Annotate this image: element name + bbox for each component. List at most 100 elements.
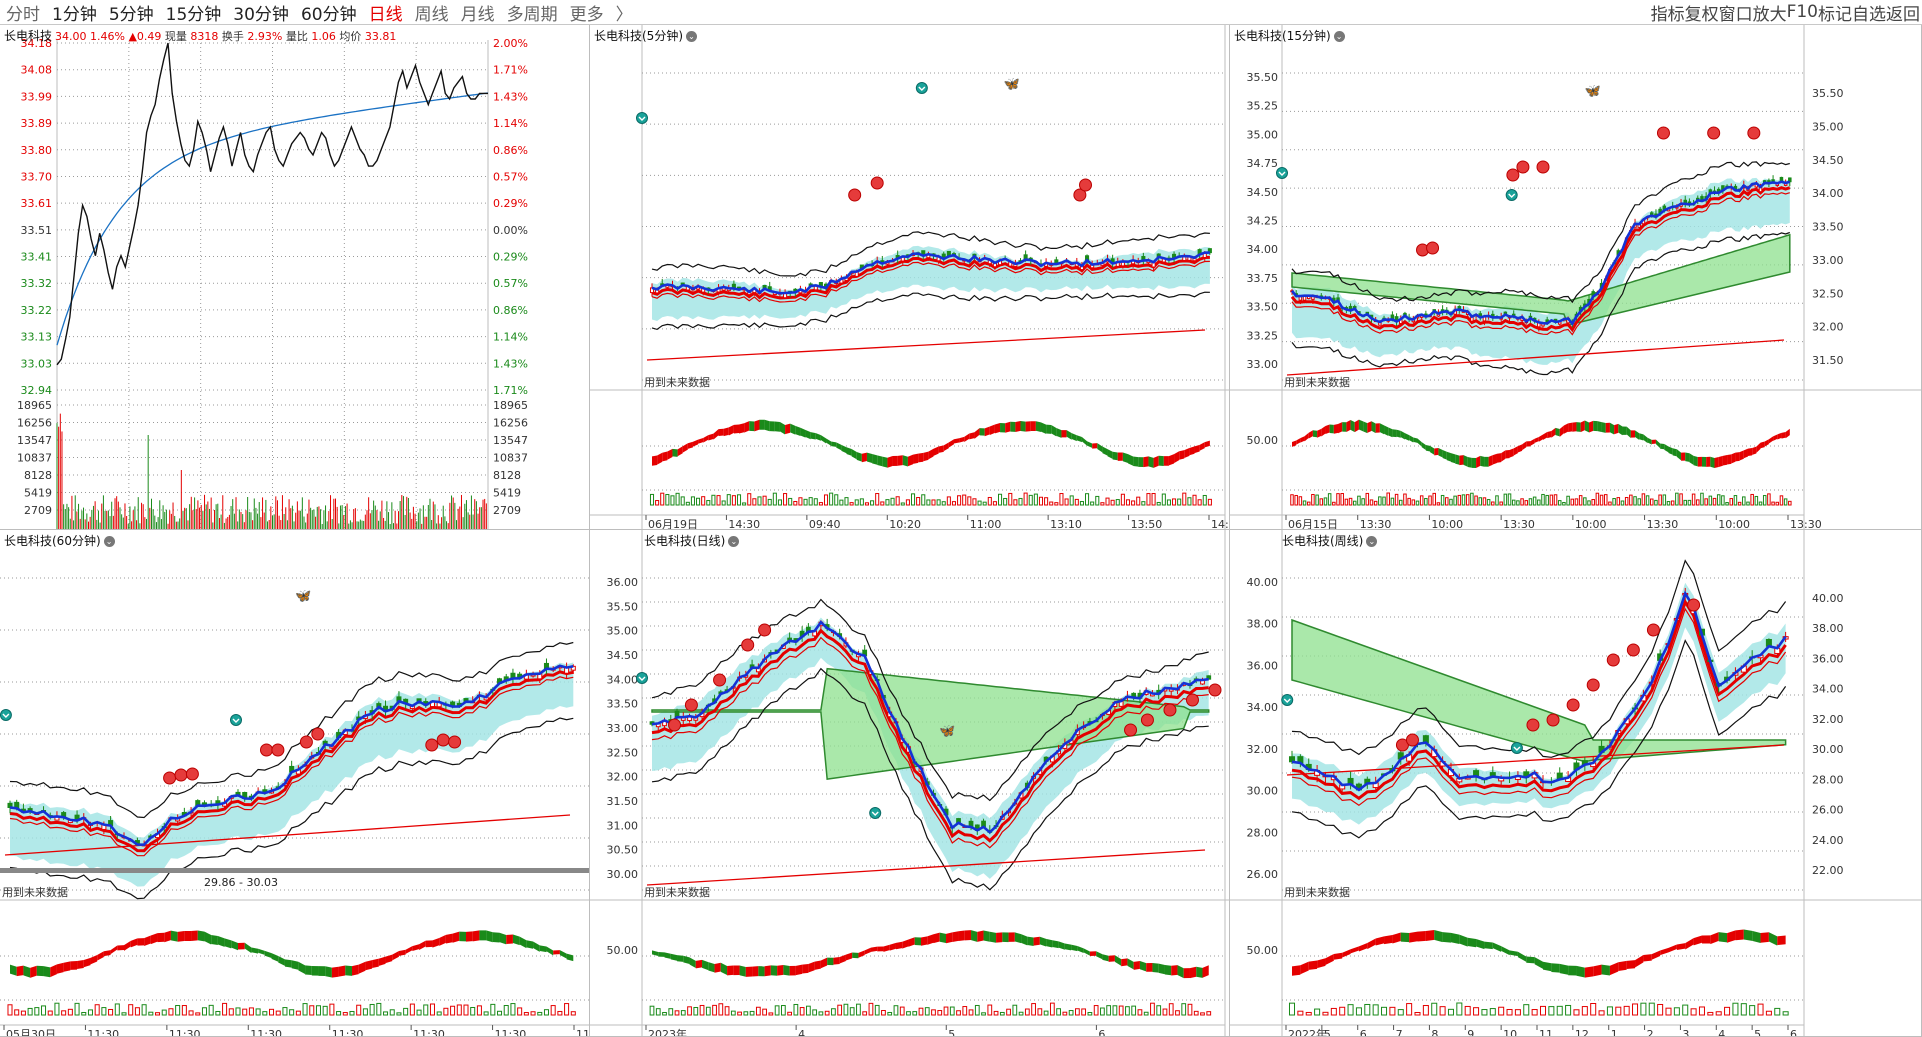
wave-segment	[1609, 422, 1615, 435]
sub-bar	[812, 1009, 818, 1016]
chevron-down-icon[interactable]: ⌄	[103, 536, 115, 547]
intraday-chart-panel[interactable]: 长电科技 34.00 1.46% ▲0.49 现量 8318 换手 2.93% …	[0, 25, 590, 530]
wave-segment	[1618, 960, 1627, 971]
sub-bar	[726, 494, 731, 506]
period-tab-10[interactable]: 更多	[569, 4, 604, 25]
chart-panel-60min[interactable]: 长电科技(60分钟) ⌄ 🦋 用到未来数据 29.86 - 30.03 05月30日 11…	[0, 530, 590, 1037]
price-tick-right: 32.00	[1812, 321, 1844, 334]
ma-red-line	[651, 628, 1209, 843]
period-tab-11[interactable]: 〉	[615, 4, 633, 25]
chart-panel-15min[interactable]: 长电科技(15分钟) ⌄ 35.50 35.25 35.00 34.75 34.50 34.…	[1230, 25, 1922, 530]
period-tab-3[interactable]: 15分钟	[165, 4, 222, 25]
sub-bar	[1624, 496, 1629, 506]
period-tab-9[interactable]: 多周期	[506, 4, 558, 25]
wave-segment	[689, 957, 696, 968]
x-label: 10:00	[1575, 518, 1607, 530]
wave-segment	[1593, 420, 1598, 432]
wave-segment	[866, 452, 873, 463]
sub-bar	[854, 499, 859, 506]
butterfly-icon: 🦋	[1003, 77, 1019, 92]
sub-bar	[1100, 1007, 1105, 1016]
sub-bar	[470, 1006, 476, 1016]
wave-segment	[1706, 456, 1711, 467]
chevron-down-icon[interactable]: ⌄	[1366, 536, 1378, 547]
sub-bar	[747, 493, 752, 506]
wave-segment	[1609, 962, 1619, 976]
pct-tick: 1.71%	[493, 64, 528, 77]
sub-bar	[949, 1006, 955, 1016]
tool-button-5[interactable]: 自选	[1852, 4, 1886, 25]
wave-segment	[1651, 439, 1656, 444]
sub-bar	[1771, 501, 1775, 506]
pct-tick: 1.14%	[493, 117, 528, 130]
wave-segment	[754, 419, 760, 432]
price-tick-right: 34.00	[1812, 683, 1844, 696]
sub-bar	[1758, 501, 1763, 506]
sub-bar	[937, 1010, 943, 1016]
wave-segment	[1046, 938, 1053, 948]
sub-bar	[768, 1012, 774, 1016]
price-tick: 33.41	[21, 251, 53, 264]
wave-segment	[1710, 932, 1719, 945]
sub-bar	[1364, 1003, 1371, 1016]
wave-segment	[419, 940, 426, 950]
wave-segment	[698, 438, 704, 444]
wave-segment	[1484, 941, 1493, 950]
x-label: 3	[1682, 1028, 1689, 1037]
wave-segment	[802, 963, 809, 974]
period-tab-7[interactable]: 周线	[414, 4, 449, 25]
avg-price-line	[56, 92, 489, 346]
sub-bar	[956, 1010, 961, 1016]
tool-button-2[interactable]: 窗口放大	[1718, 4, 1787, 25]
wave-segment	[1697, 456, 1702, 467]
period-tab-0[interactable]: 分时	[6, 4, 40, 25]
tool-button-6[interactable]: 返回	[1886, 4, 1920, 25]
chart-panel-weekly[interactable]: 长电科技(周线) ⌄ 40.00 38.00 36.00 34.00 32.00 30.00…	[1230, 530, 1922, 1037]
sub-bar	[1775, 501, 1780, 506]
period-tab-6[interactable]: 日线	[368, 4, 403, 25]
chart-panel-daily[interactable]: 长电科技(日线) ⌄ 36.00 35.50 35.00 34.50 34.00 33.50…	[590, 530, 1230, 1037]
signal-marker-icon	[425, 738, 439, 752]
wave-segment	[1568, 965, 1577, 976]
chevron-down-icon[interactable]: ⌄	[686, 31, 697, 42]
sub-bar	[570, 1011, 576, 1016]
wave-segment	[170, 930, 178, 942]
wave-segment	[36, 965, 44, 977]
wave-segment	[1196, 966, 1203, 978]
tool-button-1[interactable]: 复权	[1684, 4, 1719, 25]
sub-bar	[1306, 501, 1311, 506]
wave-segment	[1626, 426, 1631, 439]
sub-bar	[730, 1010, 736, 1016]
wave-segment	[1168, 454, 1175, 466]
chevron-down-icon	[232, 718, 240, 723]
period-tab-2[interactable]: 5分钟	[108, 4, 154, 25]
wave-segment	[1052, 940, 1059, 949]
period-tab-1[interactable]: 1分钟	[52, 4, 97, 25]
buy-signal-icon	[0, 709, 12, 721]
sub-bar	[20, 1010, 26, 1016]
signal-marker-icon	[1526, 718, 1540, 732]
wave-segment	[1593, 964, 1602, 977]
wave-segment	[1530, 438, 1535, 446]
boll-lower-line	[651, 667, 1209, 891]
sub-bar	[1294, 494, 1298, 506]
sub-bar	[1449, 498, 1453, 506]
wave-segment	[852, 952, 859, 959]
signal-marker-icon	[1566, 698, 1580, 712]
wave-segment	[1643, 954, 1652, 962]
tool-button-3[interactable]: F10	[1786, 2, 1818, 22]
tool-button-4[interactable]: 标记	[1818, 4, 1852, 25]
x-label: 13:30	[1360, 518, 1392, 530]
period-tab-5[interactable]: 60分钟	[300, 4, 357, 25]
wave-segment	[445, 933, 453, 944]
period-tab-4[interactable]: 30分钟	[233, 4, 289, 25]
chevron-down-icon[interactable]: ⌄	[1333, 31, 1345, 42]
chevron-down-icon[interactable]: ⌄	[728, 536, 740, 547]
signal-marker-icon	[1606, 653, 1620, 667]
chart-panel-5min[interactable]: 长电科技(5分钟) ⌄ 🦋 用到未来数据 06月19日 14:30 09:40 10:20 1…	[590, 25, 1230, 530]
sub-bar	[881, 1009, 886, 1016]
wave-segment	[1333, 952, 1343, 960]
period-tab-8[interactable]: 月线	[460, 4, 495, 25]
sub-bar	[356, 1004, 362, 1016]
tool-button-0[interactable]: 指标	[1650, 4, 1685, 25]
